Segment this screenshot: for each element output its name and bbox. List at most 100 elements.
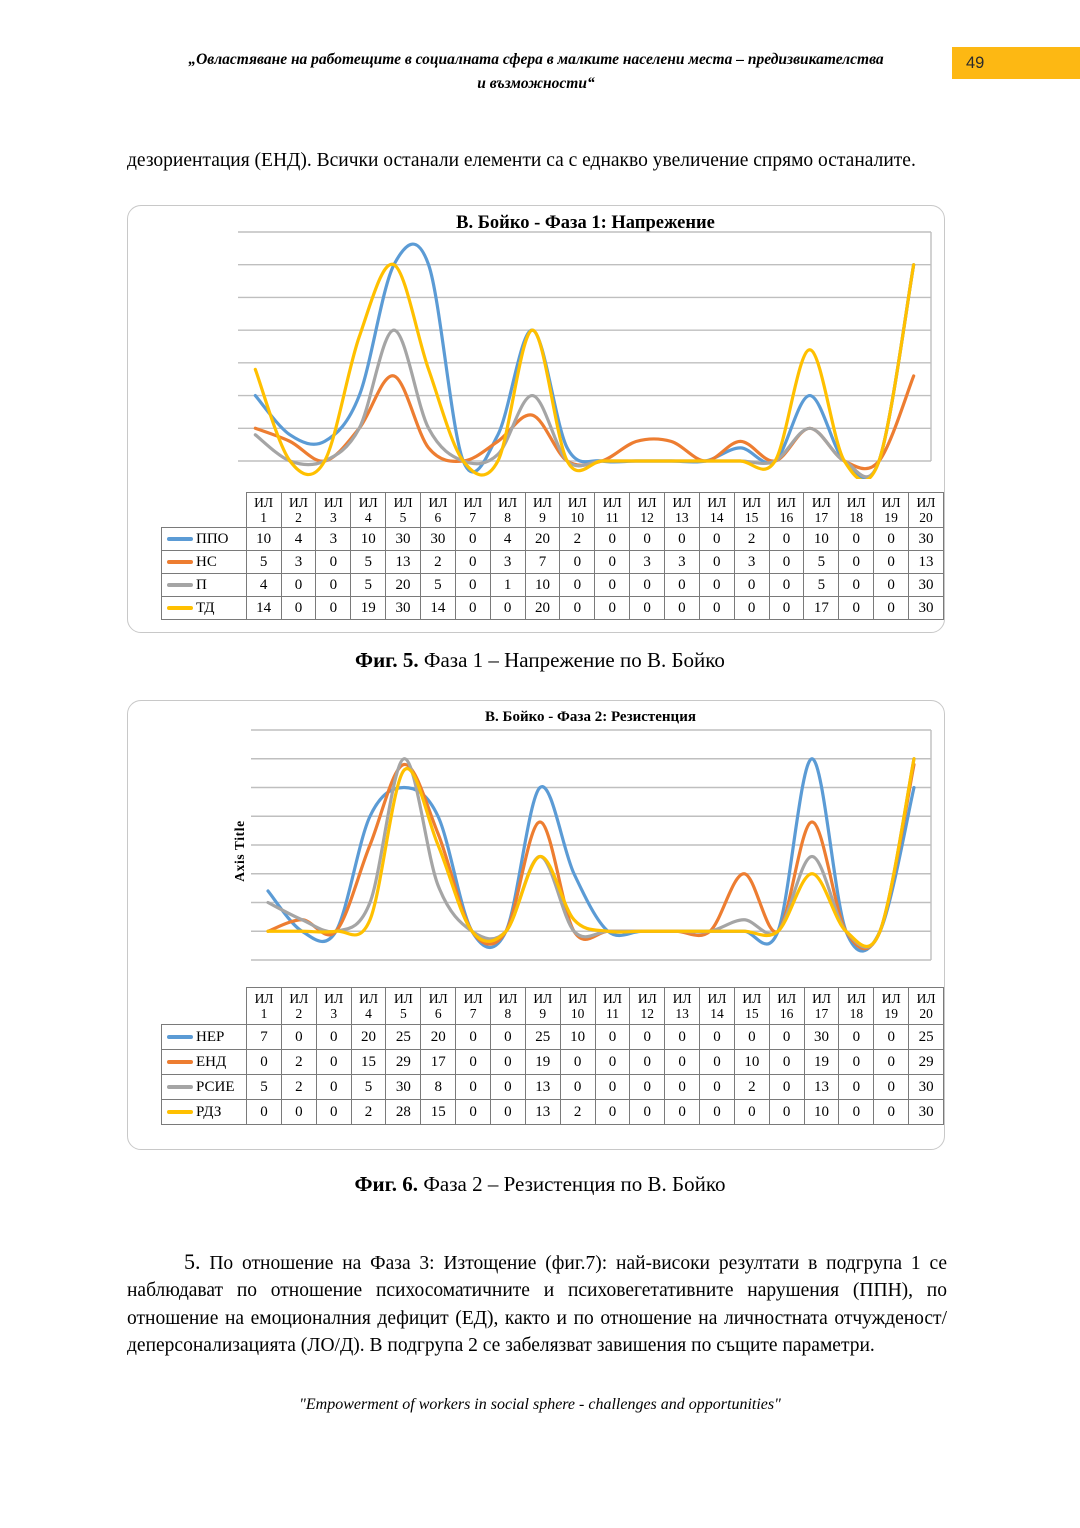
value-cell: 0 [559,1049,596,1075]
col-header: ИЛ 19 [873,987,910,1025]
col-header: ИЛ 2 [280,987,317,1025]
value-cell: 7 [246,1024,282,1050]
value-cell: 0 [698,527,735,551]
value-cell: 2 [280,1074,317,1100]
value-cell: 15 [420,1099,457,1125]
value-cell: 10 [733,1049,770,1075]
series-line-ЕНД [266,762,916,951]
value-cell: 2 [733,527,770,551]
value-cell: 0 [490,1024,526,1050]
table-corner-cell [162,493,247,528]
series-line-ППО [253,242,916,479]
value-cell: 0 [594,596,631,620]
value-cell: 0 [629,1074,666,1100]
series-legend: П [161,573,247,597]
value-cell: 0 [698,596,735,620]
value-cell: 0 [733,1099,770,1125]
value-cell: 25 [385,1024,422,1050]
value-cell: 14 [245,596,282,620]
value-cell: 7 [524,550,561,574]
value-cell: 17 [420,1049,457,1075]
value-cell: 30 [803,1024,840,1050]
value-cell: 0 [559,550,596,574]
value-cell: 2 [419,550,456,574]
value-cell: 0 [280,1099,317,1125]
value-cell: 0 [315,1024,352,1050]
value-cell: 0 [490,1074,526,1100]
value-cell: 0 [768,573,805,597]
value-cell: 2 [280,1049,317,1075]
col-header: ИЛ 14 [698,492,735,528]
running-head: „Овластяване на работещите в социалната … [60,48,1012,96]
page-number: 49 [966,54,985,72]
value-cell: 14 [419,596,456,620]
figure-5-chart-panel: В. Бойко - Фаза 1: Напрежение ИЛ 1 ИЛ 2 ИЛ 3 И… [127,205,945,633]
value-cell: 0 [733,1024,770,1050]
col-header: ИЛ 12 [629,492,665,528]
figure-5-caption-label: Фиг. 5. [355,648,419,672]
value-cell: 30 [908,1099,944,1125]
paragraph-2: 5. По отношение на Фаза 3: Изтощение (фи… [127,1248,947,1360]
value-cell: 0 [838,550,875,574]
value-cell: 0 [664,527,700,551]
value-cell: 0 [629,1024,666,1050]
value-cell: 5 [350,573,387,597]
col-header: ИЛ 10 [559,987,596,1025]
value-cell: 0 [664,573,700,597]
value-cell: 30 [419,527,456,551]
value-cell: 0 [455,1099,491,1125]
value-cell: 0 [699,1024,735,1050]
series-line-РСИЕ [266,757,916,949]
value-cell: 0 [280,573,317,597]
value-cell: 0 [699,1099,735,1125]
col-header: ИЛ 17 [803,987,840,1025]
value-cell: 0 [629,573,665,597]
figure-6-caption-text: Фаза 2 – Резистенция по В. Бойко [418,1172,726,1196]
figure-6-caption-label: Фиг. 6. [354,1172,419,1196]
col-header: ИЛ 19 [873,492,910,528]
col-header: ИЛ 13 [664,987,701,1025]
value-cell: 30 [385,596,421,620]
col-header: ИЛ 11 [594,492,631,528]
series-name: НЕР [196,1028,225,1045]
value-cell: 0 [873,550,910,574]
value-cell: 0 [838,1074,875,1100]
value-cell: 0 [594,1074,631,1100]
value-cell: 0 [768,550,805,574]
value-cell: 0 [315,596,352,620]
col-header: ИЛ 10 [559,492,596,528]
value-cell: 2 [350,1099,387,1125]
series-legend: ППО [161,527,247,551]
value-cell: 19 [803,1049,840,1075]
value-cell: 0 [455,1049,491,1075]
value-cell: 1 [489,573,526,597]
table-row: НЕР 7 0 0 20 25 20 0 0 25 10 0 0 0 0 0 0 30 0 0 25 [160,1024,944,1050]
value-cell: 30 [908,1074,944,1100]
value-cell: 0 [873,1074,910,1100]
value-cell: 0 [664,1099,701,1125]
value-cell: 0 [768,1074,805,1100]
phase2-line-chart [251,729,932,961]
value-cell: 3 [733,550,770,574]
col-header: ИЛ 3 [315,492,352,528]
value-cell: 0 [315,573,352,597]
value-cell: 5 [350,1074,387,1100]
value-cell: 25 [524,1024,561,1050]
value-cell: 0 [873,573,910,597]
series-line-НЕР [266,757,916,953]
value-cell: 0 [454,573,491,597]
value-cell: 0 [838,1099,875,1125]
col-header: ИЛ 20 [908,987,944,1025]
value-cell: 15 [350,1049,387,1075]
value-cell: 0 [490,1099,526,1125]
value-cell: 13 [385,550,421,574]
value-cell: 25 [908,1024,944,1050]
table-row: ЕНД 0 2 0 15 29 17 0 0 19 0 0 0 0 0 10 0 19 0 0 29 [160,1049,944,1075]
col-header: ИЛ 14 [699,987,735,1025]
value-cell: 0 [768,596,805,620]
value-cell: 10 [559,1024,596,1050]
value-cell: 0 [664,596,700,620]
value-cell: 0 [768,1024,805,1050]
chart-data-table: ИЛ 1 ИЛ 2 ИЛ 3 ИЛ 4 ИЛ 5 ИЛ 6 ИЛ 7 ИЛ 8 ИЛ 9 ИЛ 10 ИЛ 11 ИЛ 12 И… [161,492,944,620]
